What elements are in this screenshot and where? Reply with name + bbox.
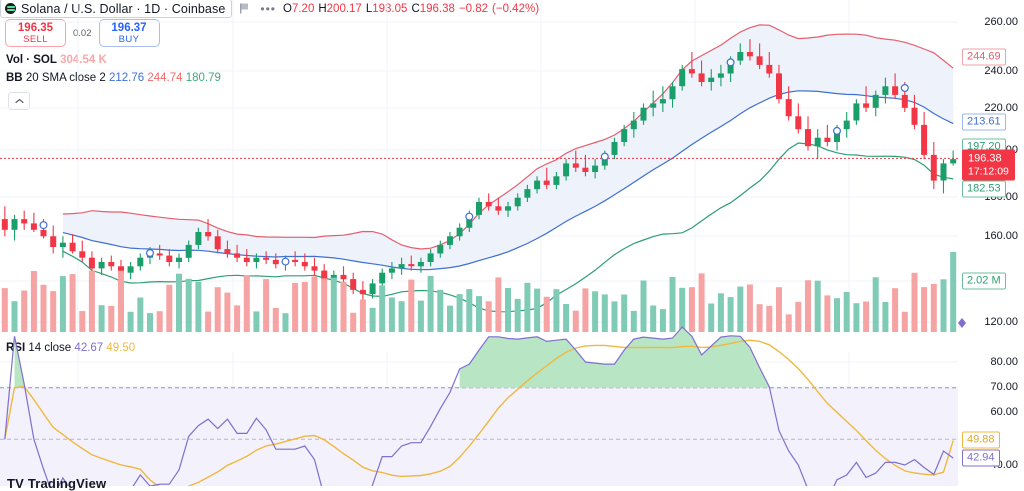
ohlc-change-pct: (−0.42%) [492, 2, 540, 15]
price-tick: 160.00 [984, 230, 1018, 242]
volume-marker-icon [958, 318, 966, 328]
ohlc-open-label: O [283, 2, 292, 15]
bb-basis-value: 212.76 [108, 72, 145, 84]
rsi-tick: 80.00 [990, 356, 1018, 368]
price-tick: 220.00 [984, 102, 1018, 114]
volume-legend-name: Vol · SOL [6, 54, 57, 66]
price-tick: 120.00 [984, 316, 1018, 328]
trade-buttons: 196.35 SELL 0.02 196.37 BUY [5, 19, 160, 47]
bb-upper-value: 244.74 [147, 72, 183, 84]
last-price-value: 196.38 [968, 152, 1002, 165]
ohlc-high-value: 200.17 [326, 2, 362, 15]
sell-button[interactable]: 196.35 SELL [5, 19, 66, 47]
divergence-marker [900, 83, 909, 92]
rsi-tick: 70.00 [990, 381, 1018, 393]
rsi-overbought-fill [14, 327, 770, 388]
chevron-up-icon [14, 98, 24, 104]
rsi-value-pill[interactable]: 42.94 [962, 449, 1000, 467]
rsi-sma-line [4, 339, 954, 486]
collapse-pane-button[interactable] [8, 92, 30, 110]
rsi-legend-params: 14 close [28, 342, 72, 354]
price-tick: 240.00 [984, 65, 1018, 77]
ohlc-open-value: 7.20 [291, 2, 315, 15]
sell-price: 196.35 [17, 21, 54, 34]
divergence-marker [39, 221, 48, 230]
bb-band-fill [62, 24, 954, 270]
divergence-marker [726, 58, 735, 67]
ohlc-quote: O7.20 H200.17 L193.05 C196.38 −0.82 (−0.42%) [283, 3, 539, 15]
buy-price: 196.37 [111, 21, 147, 34]
bb-basis-pill[interactable]: 213.61 [962, 113, 1006, 131]
bb-upper-line [62, 24, 954, 250]
divergence-marker [281, 257, 290, 266]
divergence-marker [832, 126, 841, 135]
last-price-pill[interactable]: 196.38 17:12:09 [962, 149, 1015, 181]
bb-legend-params: 20 SMA close 2 [25, 72, 106, 84]
buy-label: BUY [118, 33, 140, 45]
sell-label: SELL [23, 33, 48, 45]
rsi-sma-legend-value: 49.50 [106, 342, 136, 354]
divergence-marker [465, 212, 474, 221]
tradingview-watermark: TV TradingView [7, 476, 107, 491]
flag-icon[interactable] [238, 2, 251, 15]
ohlc-high-label: H [318, 2, 327, 15]
ohlc-close-value: 196.38 [419, 2, 455, 15]
bb-basis-line [62, 90, 954, 271]
spread-value: 0.02 [73, 27, 92, 39]
volume-legend-value: 304.54 K [60, 54, 107, 66]
bb-upper-pill[interactable]: 244.69 [962, 48, 1006, 66]
bar-countdown: 17:12:09 [968, 165, 1009, 178]
ohlc-low-label: L [365, 2, 373, 15]
rsi-legend-value: 42.67 [74, 342, 104, 354]
divergence-marker [146, 249, 155, 258]
bb-lower-band-pill[interactable]: 182.53 [962, 180, 1006, 198]
volume-value-pill[interactable]: 2.02 M [962, 272, 1006, 290]
chart-header: Solana / U.S. Dollar · 1D · Coinbase •••… [0, 0, 1024, 18]
bb-lower-value: 180.79 [185, 72, 221, 84]
ohlc-low-value: 193.05 [372, 2, 408, 15]
buy-button[interactable]: 196.37 BUY [98, 19, 160, 47]
ohlc-close-label: C [411, 2, 420, 15]
bb-legend-name: BB [6, 72, 23, 84]
price-axis[interactable]: 260.00240.00220.00200.00180.00160.00120.… [958, 0, 1024, 486]
price-tick: 260.00 [984, 16, 1018, 28]
symbol-title: Solana / U.S. Dollar · 1D · Coinbase [21, 1, 226, 16]
bollinger-legend[interactable]: BB 20 SMA close 2 212.76 244.74 180.79 [6, 72, 221, 84]
rsi-band-fill [0, 387, 958, 486]
divergence-marker [600, 152, 609, 161]
rsi-tick: 60.00 [990, 406, 1018, 418]
symbol-button[interactable]: Solana / U.S. Dollar · 1D · Coinbase [0, 0, 233, 18]
volume-series [1, 252, 957, 332]
solana-logo-icon [5, 3, 16, 14]
rsi-line [4, 326, 954, 486]
volume-legend[interactable]: Vol · SOL 304.54 K [6, 54, 107, 66]
ohlc-change: −0.82 [458, 2, 489, 15]
rsi-sma-pill[interactable]: 49.88 [962, 431, 1000, 449]
